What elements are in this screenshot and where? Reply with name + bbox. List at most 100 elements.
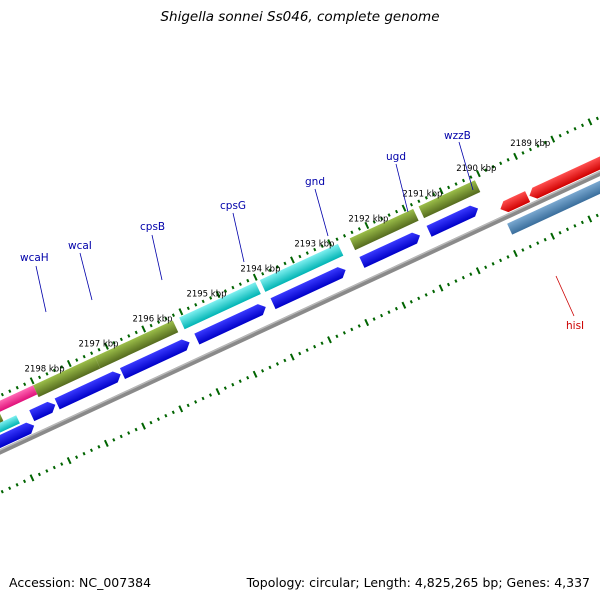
ruler-dot bbox=[127, 334, 131, 338]
cds-arrow-wcah[interactable] bbox=[29, 399, 58, 422]
ruler-dot bbox=[320, 341, 324, 346]
ruler-tick-label: 2197 kbp bbox=[79, 340, 119, 350]
ruler-dot bbox=[119, 337, 123, 342]
feature-block-steelblue[interactable] bbox=[507, 173, 600, 235]
ruler-dot bbox=[380, 313, 384, 318]
ruler-dot bbox=[335, 334, 339, 339]
ruler-dot bbox=[215, 290, 221, 299]
gene-label-wcah[interactable]: wcaH bbox=[20, 252, 49, 264]
ruler-dot bbox=[268, 365, 272, 370]
cds-arrow-ugd[interactable] bbox=[359, 230, 422, 268]
ruler-dot bbox=[327, 336, 332, 344]
ruler-dot bbox=[178, 308, 184, 316]
ruler-dot bbox=[401, 301, 407, 309]
feature-block-olive-wcai[interactable] bbox=[33, 356, 101, 398]
ruler-dot bbox=[313, 344, 317, 349]
ruler-dot bbox=[8, 486, 12, 491]
ruler-dot bbox=[0, 392, 4, 397]
ruler-dot bbox=[186, 403, 190, 408]
ruler-dot bbox=[313, 247, 317, 252]
ruler-dot bbox=[513, 152, 518, 160]
ruler-dot bbox=[484, 168, 488, 172]
ruler-dot bbox=[238, 282, 242, 286]
gene-label-gnd[interactable]: gnd bbox=[305, 176, 325, 188]
cds-arrow-gnd[interactable] bbox=[270, 265, 349, 310]
gene-label-cpsb[interactable]: cpsB bbox=[140, 221, 165, 233]
cds-arrow-cpsg[interactable] bbox=[194, 302, 268, 345]
ruler-dot bbox=[231, 382, 235, 387]
ruler-dot bbox=[506, 158, 510, 162]
ruler-dot bbox=[438, 187, 444, 195]
ruler-dot bbox=[401, 204, 407, 212]
ruler-dot bbox=[342, 234, 347, 238]
ruler-dot bbox=[417, 296, 421, 301]
gene-label-ugd[interactable]: ugd bbox=[386, 151, 406, 163]
ruler-dot bbox=[327, 239, 333, 247]
feature-block-cyan-1[interactable] bbox=[0, 415, 20, 438]
gene-label-hisi[interactable]: hisI bbox=[566, 320, 584, 332]
ruler-dot bbox=[454, 279, 458, 283]
ruler-dot bbox=[461, 178, 466, 183]
feature-block-pink[interactable] bbox=[0, 385, 38, 421]
cds-arrow-wcai[interactable] bbox=[54, 369, 124, 410]
ruler-tick-label: 2192 kbp bbox=[348, 214, 388, 224]
feature-block-olive-wzzb[interactable] bbox=[418, 180, 481, 219]
ruler-dot bbox=[484, 265, 488, 270]
gene-label-cpsg[interactable]: cpsG bbox=[220, 200, 246, 212]
ruler-dot bbox=[536, 241, 540, 245]
genome-backbone bbox=[0, 156, 600, 465]
ruler-dot bbox=[454, 182, 458, 186]
ruler-dot bbox=[446, 282, 451, 287]
ruler-dot bbox=[164, 316, 168, 321]
ruler-dot bbox=[305, 348, 309, 352]
gene-label-wcai[interactable]: wcaI bbox=[68, 240, 92, 252]
ruler-dot bbox=[573, 224, 577, 228]
ruler-dot bbox=[75, 358, 79, 362]
ruler-dot bbox=[350, 230, 354, 235]
ruler-dot bbox=[476, 170, 481, 178]
ruler-dot bbox=[45, 372, 49, 376]
cds-arrow-1[interactable] bbox=[0, 420, 37, 451]
ruler-dot bbox=[261, 369, 265, 373]
ruler-dot bbox=[275, 362, 279, 366]
ruler-dot bbox=[82, 451, 86, 456]
ruler-dot bbox=[252, 370, 258, 378]
ruler-dot bbox=[298, 351, 302, 356]
ruler-dot bbox=[417, 199, 421, 204]
ruler-dot bbox=[171, 410, 175, 415]
ruler-tick-label: 2194 kbp bbox=[240, 264, 280, 274]
ruler-dot bbox=[432, 289, 436, 294]
cds-arrow-cpsb[interactable] bbox=[119, 337, 192, 380]
gene-label-wzzb[interactable]: wzzB bbox=[444, 130, 471, 142]
ruler-dot bbox=[141, 422, 146, 430]
ruler-dot bbox=[112, 341, 116, 345]
feature-block-olive-ugd[interactable] bbox=[349, 208, 419, 251]
ruler-dot bbox=[97, 347, 101, 352]
map-title: Shigella sonnei Ss046, complete genome bbox=[160, 9, 440, 25]
ruler-dot bbox=[543, 140, 547, 145]
ruler-dot bbox=[246, 375, 250, 380]
ruler-dot bbox=[350, 327, 354, 332]
ruler-dot bbox=[550, 135, 556, 143]
ruler-dot bbox=[558, 230, 562, 235]
ruler-dot bbox=[499, 258, 503, 263]
ruler-dot bbox=[491, 164, 495, 169]
ruler-dot bbox=[438, 284, 444, 292]
ruler-tick-label: 2195 kbp bbox=[186, 289, 226, 299]
cds-arrow-reverse-2[interactable] bbox=[527, 153, 600, 201]
feature-block-cyan-cpsg[interactable] bbox=[179, 282, 261, 330]
feature-block-cyan-gnd[interactable] bbox=[259, 243, 344, 292]
ruler-dot bbox=[283, 358, 287, 363]
ruler-dot bbox=[60, 365, 64, 369]
ruler-dot bbox=[409, 202, 413, 207]
feature-block-olive-cpsb[interactable] bbox=[94, 320, 179, 369]
ruler-tick-label: 2191 kbp bbox=[402, 189, 442, 199]
cds-arrow-wzzb[interactable] bbox=[426, 203, 481, 237]
ruler-dot bbox=[364, 221, 370, 230]
cds-arrow-reverse-1[interactable] bbox=[498, 191, 531, 215]
ruler-dot bbox=[66, 457, 72, 465]
ruler-dot bbox=[424, 293, 428, 297]
ruler-dot bbox=[276, 265, 280, 269]
ruler-dot bbox=[52, 368, 56, 373]
